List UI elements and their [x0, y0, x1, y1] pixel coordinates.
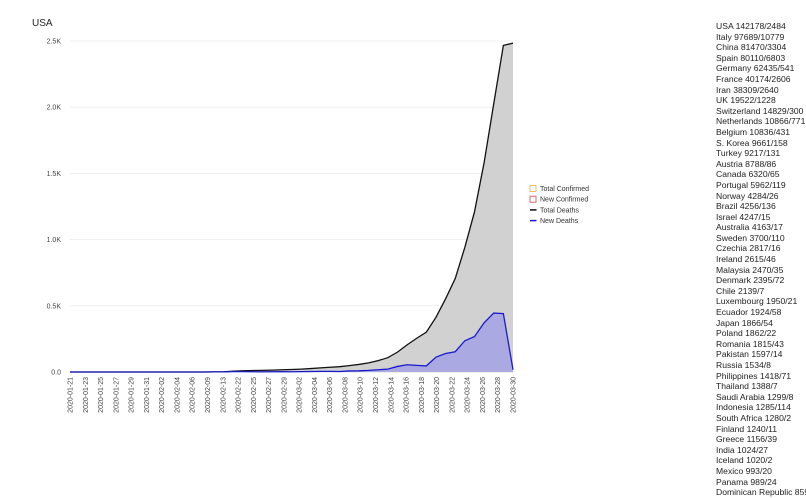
country-item[interactable]: South Africa 1280/2 — [716, 412, 792, 423]
country-item[interactable]: Philippines 1418/71 — [716, 370, 792, 381]
legend-item-label: Total Deaths — [540, 207, 579, 214]
x-tick-label: 2020-03-18 — [419, 377, 426, 413]
country-item[interactable]: Czechia 2817/16 — [716, 243, 781, 254]
country-item[interactable]: Denmark 2395/72 — [716, 275, 785, 286]
y-tick-label: 2.5K — [47, 39, 62, 46]
x-tick-label: 2020-01-27 — [113, 377, 120, 413]
country-item[interactable]: Netherlands 10866/771 — [716, 116, 806, 127]
country-item[interactable]: Japan 1866/54 — [716, 317, 773, 328]
country-item[interactable]: Pakistan 1597/14 — [716, 349, 783, 360]
country-item[interactable]: Thailand 1388/7 — [716, 381, 778, 392]
x-tick-label: 2020-03-14 — [388, 377, 395, 413]
x-tick-label: 2020-02-04 — [174, 377, 181, 413]
legend-item-label: New Confirmed — [540, 197, 588, 204]
x-tick-label: 2020-01-23 — [83, 377, 90, 413]
country-item[interactable]: Ireland 2615/46 — [716, 254, 776, 265]
country-item[interactable]: Luxembourg 1950/21 — [716, 296, 798, 307]
x-tick-label: 2020-01-31 — [144, 377, 151, 413]
x-tick-label: 2020-03-08 — [342, 377, 349, 413]
country-item[interactable]: Brazil 4256/136 — [716, 201, 776, 212]
x-tick-label: 2020-03-10 — [358, 377, 365, 413]
x-tick-label: 2020-02-27 — [266, 377, 273, 413]
x-tick-label: 2020-03-30 — [511, 377, 518, 413]
legend-marker — [529, 195, 537, 203]
x-axis: 2020-01-21 2020-01-23 2020-01-25 2020-01-27… — [68, 377, 518, 413]
x-tick-label: 2020-01-21 — [68, 377, 75, 413]
country-item[interactable]: USA 142178/2484 — [716, 21, 786, 31]
country-list: USA 142178/2484 Italy 97689/10779 China 81… — [716, 21, 806, 498]
x-tick-label: 2020-02-13 — [220, 377, 227, 413]
x-tick-label: 2020-01-25 — [98, 377, 105, 413]
country-item[interactable]: Indonesia 1285/114 — [716, 402, 791, 413]
x-tick-label: 2020-03-02 — [297, 377, 304, 413]
y-tick-label: 1.0K — [47, 237, 62, 244]
x-tick-label: 2020-02-29 — [281, 377, 288, 413]
line-layer — [70, 42, 514, 373]
y-tick-label: 2.0K — [47, 105, 62, 112]
country-item[interactable]: Malaysia 2470/35 — [716, 264, 784, 275]
x-tick-label: 2020-03-26 — [480, 377, 487, 413]
area-layer — [70, 43, 513, 373]
x-tick-label: 2020-03-28 — [495, 377, 502, 413]
y-tick-label: 0.0 — [51, 370, 61, 377]
country-item[interactable]: Panama 989/24 — [716, 476, 777, 487]
country-item[interactable]: UK 19522/1228 — [716, 95, 776, 106]
country-item[interactable]: S. Korea 9661/158 — [716, 137, 788, 148]
country-item[interactable]: Israel 4247/15 — [716, 211, 771, 222]
country-item[interactable]: Poland 1862/22 — [716, 328, 777, 339]
country-item[interactable]: Canada 6320/65 — [716, 169, 780, 180]
country-item[interactable]: Romania 1815/43 — [716, 338, 784, 349]
country-item[interactable]: Turkey 9217/131 — [716, 148, 781, 159]
country-item[interactable]: Norway 4284/26 — [716, 190, 779, 201]
country-item[interactable]: Australia 4163/17 — [716, 222, 783, 233]
country-item[interactable]: Iran 38309/2640 — [716, 84, 779, 95]
country-item[interactable]: Chile 2139/7 — [716, 285, 765, 296]
country-item[interactable]: France 40174/2606 — [716, 73, 791, 84]
legend-marker — [529, 185, 537, 192]
x-tick-label: 2020-02-25 — [251, 377, 258, 413]
chart: USA 0.00.5K1.0K1.5K2.0K2.5K 2020-01-21 20… — [32, 18, 589, 413]
y-axis: 0.0 0.5K 1.0K 1.5K 2.0K 2.5K — [47, 39, 62, 377]
country-item[interactable]: Switzerland 14829/300 — [716, 105, 804, 116]
x-tick-label: 2020-02-09 — [205, 377, 212, 413]
legend-item-label: Total Confirmed — [540, 186, 589, 193]
y-tick-label: 0.5K — [47, 303, 62, 310]
x-tick-label: 2020-03-04 — [312, 377, 319, 413]
country-item[interactable]: Finland 1240/11 — [716, 423, 777, 434]
country-item[interactable]: Italy 97689/10779 — [716, 31, 785, 42]
country-item[interactable]: Russia 1534/8 — [716, 360, 771, 370]
x-tick-label: 2020-03-20 — [434, 377, 441, 413]
new-deaths-area — [70, 313, 513, 372]
x-tick-label: 2020-01-29 — [129, 377, 136, 413]
country-item[interactable]: Ecuador 1924/58 — [716, 307, 782, 318]
x-tick-label: 2020-02-02 — [159, 377, 166, 413]
country-item[interactable]: Greece 1156/39 — [716, 434, 777, 445]
country-item[interactable]: Sweden 3700/110 — [716, 232, 785, 243]
country-item[interactable]: Portugal 5962/119 — [716, 179, 786, 190]
country-item[interactable]: Germany 62435/541 — [716, 63, 795, 74]
y-tick-label: 1.5K — [47, 171, 62, 178]
new-deaths-line — [70, 312, 514, 373]
x-tick-label: 2020-02-22 — [236, 377, 243, 413]
x-tick-label: 2020-02-06 — [190, 377, 197, 413]
country-item[interactable]: Saudi Arabia 1299/8 — [716, 391, 794, 402]
country-item[interactable]: China 81470/3304 — [716, 42, 787, 53]
legend: Total Confirmed New Confirmed Total Deaths… — [529, 185, 589, 225]
chart-title: USA — [32, 18, 53, 29]
country-item[interactable]: Austria 8788/86 — [716, 158, 777, 169]
country-item[interactable]: Belgium 10836/431 — [716, 126, 791, 137]
country-item[interactable]: Iceland 1020/2 — [716, 455, 773, 466]
x-tick-label: 2020-03-22 — [449, 377, 456, 413]
x-tick-label: 2020-03-06 — [327, 377, 334, 413]
country-item[interactable]: Spain 80110/6803 — [716, 52, 786, 63]
country-item[interactable]: India 1024/27 — [716, 444, 769, 455]
legend-item-label: New Deaths — [540, 218, 579, 225]
x-tick-label: 2020-03-12 — [373, 377, 380, 413]
total-deaths-area — [70, 43, 513, 373]
x-tick-label: 2020-03-24 — [465, 377, 472, 413]
country-item[interactable]: Dominican Republic 859/ — [716, 487, 806, 498]
x-tick-label: 2020-03-16 — [404, 377, 411, 413]
country-item[interactable]: Mexico 993/20 — [716, 465, 772, 476]
